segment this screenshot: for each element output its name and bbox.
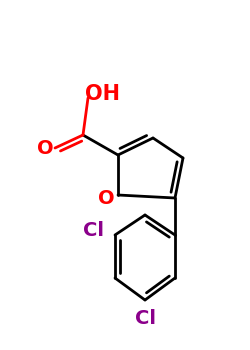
Text: Cl: Cl	[82, 220, 103, 239]
Text: O: O	[98, 189, 114, 209]
Text: OH: OH	[84, 84, 120, 104]
Text: O: O	[37, 139, 53, 158]
Text: Cl: Cl	[134, 308, 156, 328]
